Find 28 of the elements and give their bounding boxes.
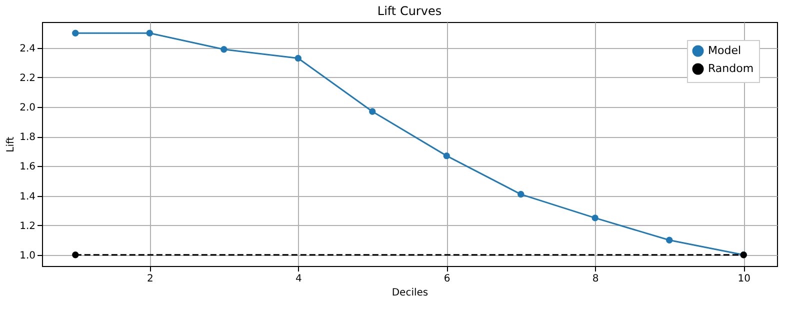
y-axis-title: Lift bbox=[6, 136, 17, 152]
y-tick-label: 1.0 bbox=[20, 250, 36, 262]
point bbox=[72, 30, 79, 36]
point bbox=[518, 190, 524, 198]
x-tick-label: 6 bbox=[444, 274, 450, 284]
point bbox=[72, 252, 79, 258]
legend-label: Model bbox=[708, 44, 742, 57]
y-tick-label: 2.4 bbox=[20, 43, 36, 54]
x-tick-label: 2 bbox=[146, 274, 154, 284]
point bbox=[666, 236, 673, 244]
point bbox=[146, 30, 154, 36]
x-tick-label: 4 bbox=[295, 274, 302, 284]
y-tick-label: 1.4 bbox=[20, 191, 36, 202]
point bbox=[443, 152, 450, 160]
y-tick-label: 1.8 bbox=[20, 132, 36, 144]
legend-label: Random bbox=[708, 62, 754, 75]
point bbox=[369, 108, 376, 115]
chart-title: Lift Curves bbox=[377, 4, 442, 18]
y-tick-label: 2.2 bbox=[20, 72, 36, 84]
y-tick-label: 1.6 bbox=[20, 162, 36, 173]
point bbox=[294, 54, 302, 62]
point bbox=[592, 214, 598, 222]
x-axis-title: Deciles bbox=[392, 288, 428, 298]
x-tick-label: 8 bbox=[592, 274, 599, 284]
y-tick-label: 2.0 bbox=[20, 102, 36, 114]
y-tick-label: 1.2 bbox=[20, 220, 36, 232]
point bbox=[220, 46, 228, 53]
x-tick-label: 10 bbox=[738, 274, 750, 284]
